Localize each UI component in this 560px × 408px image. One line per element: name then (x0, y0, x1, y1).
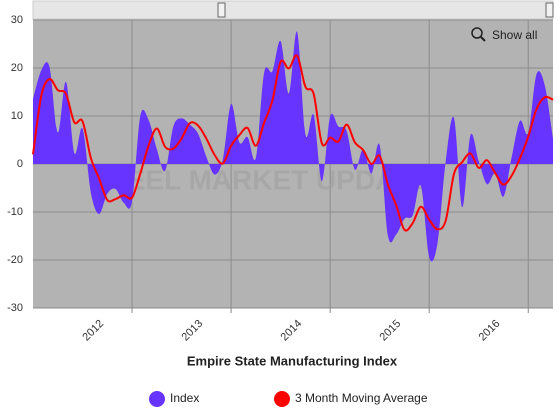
legend-symbol (274, 391, 290, 407)
index-area (33, 31, 553, 262)
x-axis-title: Empire State Manufacturing Index (187, 353, 398, 368)
y-tick-label: -10 (7, 206, 23, 218)
navigator-handle[interactable] (217, 2, 226, 18)
show-all-button[interactable]: Show all (471, 27, 537, 42)
y-tick-label: -30 (7, 302, 23, 314)
y-tick-label: 0 (17, 158, 23, 170)
legend-symbol (149, 391, 165, 407)
y-tick-label: 20 (11, 62, 23, 74)
zoom-icon (471, 27, 483, 39)
navigator[interactable] (32, 0, 554, 20)
legend-label: Index (170, 391, 199, 405)
navigator-handle[interactable] (545, 2, 554, 18)
legend-label: 3 Month Moving Average (295, 391, 428, 405)
x-tick-label: 2015 (378, 318, 404, 344)
x-tick-label: 2016 (477, 318, 503, 344)
y-tick-label: 10 (11, 110, 23, 122)
x-tick-label: 2012 (80, 318, 106, 344)
zoom-icon (480, 36, 486, 42)
y-tick-label: 30 (11, 14, 23, 26)
x-tick-label: 2013 (179, 318, 205, 344)
x-tick-label: 2014 (279, 318, 305, 344)
button-label[interactable]: Show all (492, 28, 537, 42)
y-tick-label: -20 (7, 254, 23, 266)
moving-average-line (32, 54, 554, 232)
